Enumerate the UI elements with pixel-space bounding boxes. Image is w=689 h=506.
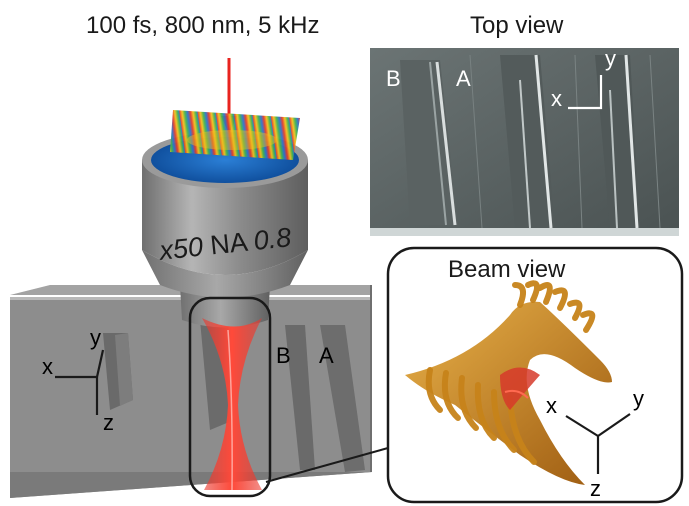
top-view-label-b: B bbox=[386, 66, 401, 91]
sample-axes bbox=[55, 349, 105, 415]
objective-na-value: 0.8 bbox=[252, 222, 293, 256]
sample-label-b: B bbox=[276, 343, 291, 368]
top-view-label-a: A bbox=[456, 66, 471, 91]
beam-view-title: Beam view bbox=[448, 256, 566, 283]
beam-view-axis-y: y bbox=[633, 386, 644, 411]
sample-label-a: A bbox=[319, 343, 334, 368]
connector-line bbox=[265, 447, 389, 483]
sem-image bbox=[370, 48, 679, 236]
top-view-axis-y: y bbox=[605, 46, 616, 71]
objective-na: NA bbox=[208, 226, 248, 261]
beam-view-axis-x: x bbox=[546, 393, 557, 418]
objective-magnification: x50 bbox=[158, 231, 205, 266]
sample-axis-y: y bbox=[90, 325, 101, 350]
wavefront-patch bbox=[170, 110, 300, 160]
top-view-title: Top view bbox=[470, 12, 564, 39]
focused-beam bbox=[202, 318, 262, 491]
beam-view-axes bbox=[565, 413, 631, 474]
laser-parameters-label: 100 fs, 800 nm, 5 kHz bbox=[86, 12, 320, 39]
sample-axis-z: z bbox=[103, 410, 114, 435]
top-view-axes bbox=[568, 75, 603, 110]
sample-axis-x: x bbox=[42, 354, 53, 379]
top-view-axis-x: x bbox=[551, 86, 562, 111]
beam-volume-render bbox=[405, 280, 612, 485]
focus-region-box bbox=[188, 296, 272, 498]
beam-view-axis-z: z bbox=[590, 476, 601, 501]
